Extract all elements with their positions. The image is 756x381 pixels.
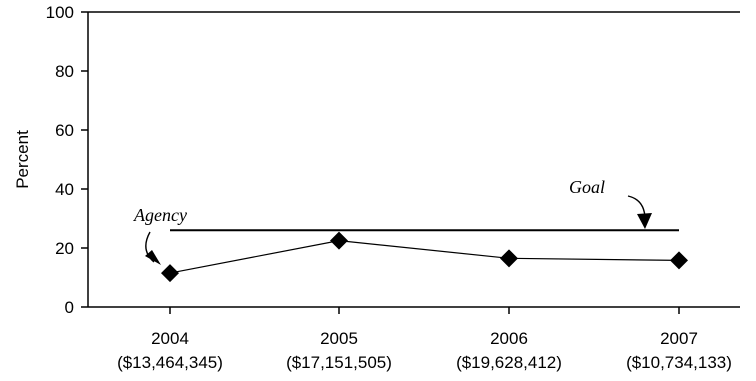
agency-arrow [145,231,155,263]
data-point [670,251,688,270]
data-point [330,231,348,250]
x-tick-label-year: 2007 [660,329,698,348]
x-tick-label-year: 2004 [151,329,189,348]
annotation-goal: Goal [569,177,605,197]
x-tick-label-amount: ($19,628,412) [456,353,562,372]
data-point [500,249,518,268]
x-tick-labels: 2004 ($13,464,345) 2005 ($17,151,505) 2006 ($… [117,307,732,372]
x-tick-label-amount: ($10,734,133) [626,353,732,372]
y-tick-label: 60 [55,121,74,140]
x-tick-label-year: 2005 [320,329,358,348]
x-tick-label-amount: ($13,464,345) [117,353,223,372]
y-tick-label: 0 [65,298,74,317]
y-tick-label: 100 [46,3,74,22]
data-point [161,264,179,283]
annotations: Agency Goal [133,177,652,265]
series-agency [161,231,688,283]
goal-arrowhead [637,213,652,229]
series-line [169,240,680,274]
agency-arrowhead [145,250,161,265]
y-tick-label: 20 [55,239,74,258]
axes [87,11,740,308]
x-tick-label-year: 2006 [490,329,528,348]
y-ticks: 0 20 40 60 80 100 [46,3,88,317]
y-tick-label: 80 [55,62,74,81]
y-tick-label: 40 [55,180,74,199]
y-axis-label: Percent [13,130,32,189]
x-tick-label-amount: ($17,151,505) [286,353,392,372]
annotation-agency: Agency [133,205,187,225]
